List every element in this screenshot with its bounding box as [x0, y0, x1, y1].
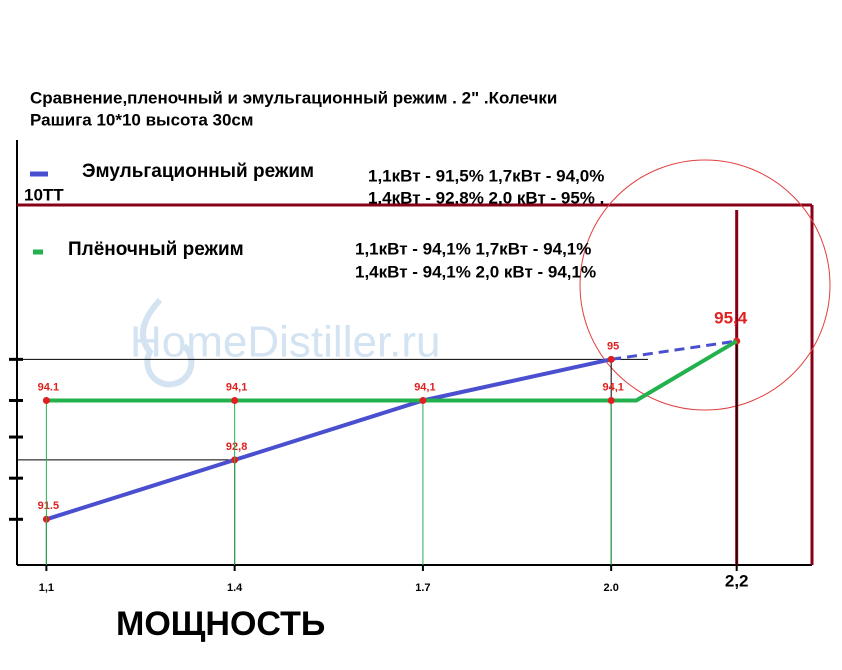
annotation: 1,4кВт - 94,1% 2,0 кВт - 94,1%: [355, 262, 596, 281]
x-tick-label: 1.4: [227, 582, 243, 594]
annotation: 1,1кВт - 94,1% 1,7кВт - 94,1%: [355, 239, 591, 258]
x-tick-label: 1,1: [39, 582, 54, 594]
data-label: 94.1: [38, 381, 59, 393]
data-point: [419, 396, 427, 404]
annotation: 1.4кВт - 92.8% 2,0 кВт - 95% .: [368, 188, 604, 207]
chart-title: Рашига 10*10 высота 30см: [30, 110, 253, 129]
data-label: 92,8: [226, 441, 247, 453]
data-label: 94,1: [414, 381, 435, 393]
data-label: 91.5: [38, 500, 59, 512]
x-axis-label: МОЩНОСТЬ: [116, 605, 325, 643]
legend-label: Плёночный режим: [68, 239, 244, 260]
x-tick-label: 2,2: [725, 571, 749, 590]
data-label: 95,4: [714, 309, 748, 328]
series-line: [45, 357, 612, 522]
highlight-circle: [579, 159, 831, 411]
legend-label: Эмульгационный режим: [82, 161, 314, 182]
data-point: [231, 396, 239, 404]
series-line: [610, 339, 737, 361]
data-point: [42, 396, 50, 404]
x-tick-label: 1.7: [415, 582, 430, 594]
data-label: 94,1: [602, 381, 623, 393]
x-tick-label: 2.0: [604, 582, 619, 594]
data-label: 95: [607, 340, 619, 352]
data-point: [607, 355, 615, 363]
annotation: 1,1кВт - 91,5% 1,7кВт - 94,0%: [368, 166, 604, 185]
chart-title: Сравнение,пленочный и эмульгационный реж…: [30, 88, 557, 107]
watermark: HomeDistiller.ru: [130, 318, 441, 367]
data-point: [607, 396, 615, 404]
data-label: 94,1: [226, 381, 247, 393]
series-line: [46, 339, 738, 403]
watermark-icon: [139, 297, 195, 388]
reference-label: 10ТТ: [24, 185, 64, 204]
